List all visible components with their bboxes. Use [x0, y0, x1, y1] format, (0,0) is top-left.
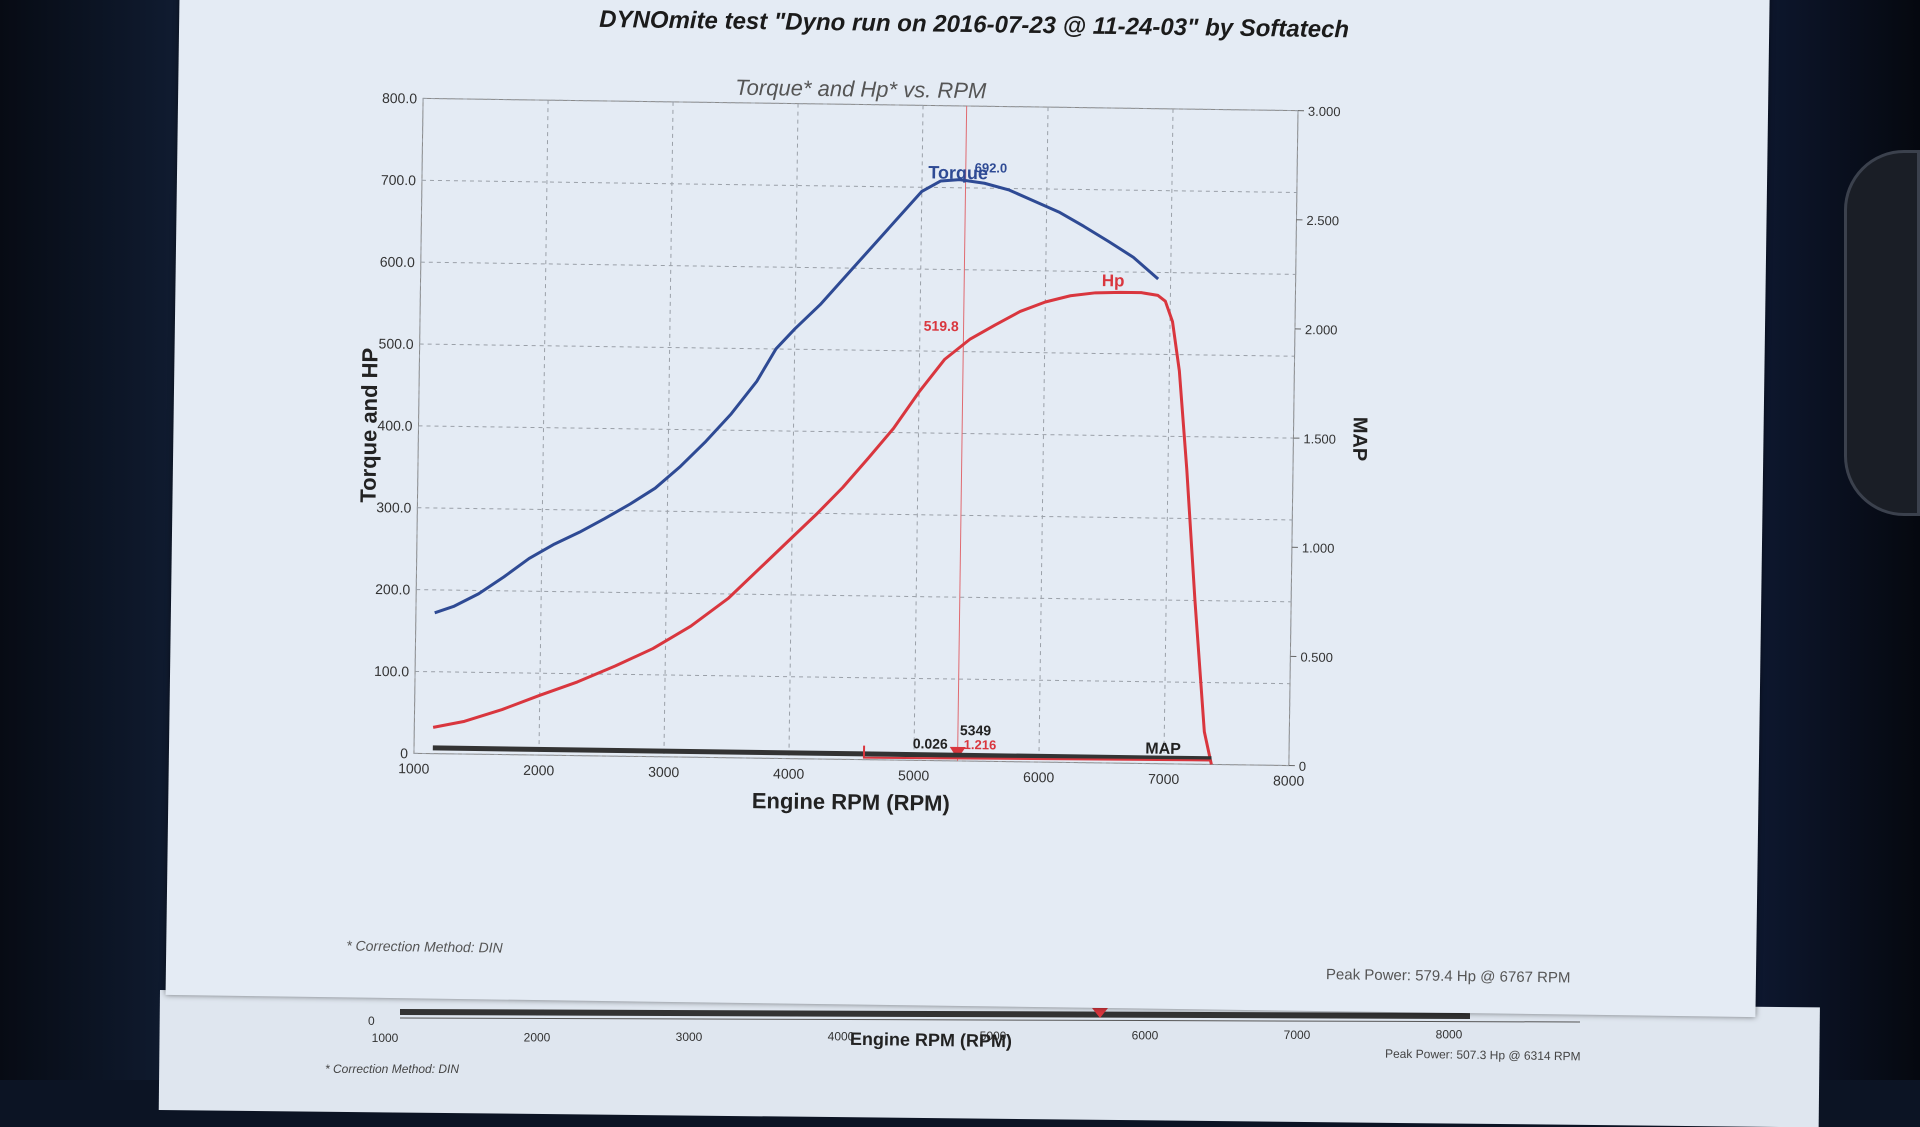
y2-tick-label: 1.000: [1302, 540, 1335, 555]
under-sheet-footnote: * Correction Method: DIN: [325, 1062, 459, 1076]
chart-title: Torque* and Hp* vs. RPM: [735, 75, 987, 104]
under-sheet-peak-power: Peak Power: 507.3 Hp @ 6314 RPM: [1385, 1047, 1581, 1064]
under-x-tick-label: 2000: [524, 1031, 551, 1045]
series-line-hp: [433, 283, 1218, 765]
y2-tick-label: 0: [1299, 759, 1306, 774]
x-tick-label: 6000: [1023, 769, 1055, 785]
y-tick-label: 700.0: [381, 172, 416, 188]
x-tick-label: 5000: [898, 767, 930, 783]
under-x-tick-label: 8000: [1436, 1028, 1463, 1042]
y-tick-label: 200.0: [375, 581, 410, 597]
map-cursor-value-2: 1.216: [964, 737, 997, 752]
x-tick-label: 3000: [648, 764, 680, 780]
under-x-tick-label: 6000: [1132, 1029, 1159, 1043]
hp-cursor-value: 519.8: [924, 318, 959, 334]
y-gridline: [420, 344, 1295, 356]
y2-tick-label: 3.000: [1308, 104, 1341, 119]
x-tick-label: 1000: [398, 760, 430, 776]
under-x-tick-label: 3000: [676, 1030, 703, 1044]
y2-tick-label: 0.500: [1300, 650, 1333, 665]
x-axis-label: Engine RPM (RPM): [752, 788, 950, 816]
x-tick-label: 2000: [523, 762, 555, 778]
y-gridline: [422, 180, 1297, 192]
torque-cursor-value: 692.0: [975, 160, 1008, 175]
map-cursor-value: 0.026: [913, 735, 948, 751]
cursor-rpm-label: 5349: [960, 722, 992, 738]
y-tick-label: 0: [400, 745, 408, 761]
map-series-label: MAP: [1145, 741, 1181, 758]
y2-tick-label: 2.000: [1305, 322, 1338, 337]
y-tick-label: 600.0: [380, 254, 415, 270]
under-x-tick-label: 7000: [1284, 1028, 1311, 1042]
x-tick-label: 8000: [1273, 772, 1305, 788]
y-gridline: [419, 426, 1294, 438]
y2-axis-label: MAP: [1348, 417, 1371, 462]
y-tick-label: 400.0: [377, 417, 412, 433]
y-tick-label: 300.0: [376, 499, 411, 515]
door-handle: [1844, 150, 1920, 516]
y2-tick-label: 2.500: [1306, 213, 1339, 228]
hp-series-label: Hp: [1102, 271, 1125, 290]
series-line-map: [433, 748, 1212, 759]
peak-power-text: Peak Power: 579.4 Hp @ 6767 RPM: [1326, 966, 1571, 986]
y-tick-label: 500.0: [379, 335, 414, 351]
y2-tick-label: 1.500: [1303, 431, 1336, 446]
y-gridline: [416, 590, 1291, 602]
y-tick-label: 100.0: [374, 663, 409, 679]
x-tick-label: 4000: [773, 765, 805, 781]
dyno-printout: DYNOmite test "Dyno run on 2016-07-23 @ …: [166, 0, 1770, 1017]
under-sheet-xlabel: Engine RPM (RPM): [850, 1029, 1012, 1052]
under-x-tick-label: 1000: [372, 1031, 399, 1045]
y-axis-label: Torque and HP: [355, 348, 382, 503]
y-gridline: [415, 671, 1290, 683]
y-gridline: [417, 508, 1292, 520]
y-tick-label: 800.0: [382, 90, 417, 106]
under-y-tick-label: 0: [368, 1014, 375, 1028]
x-tick-label: 7000: [1148, 771, 1180, 787]
correction-footnote: * Correction Method: DIN: [346, 937, 503, 955]
